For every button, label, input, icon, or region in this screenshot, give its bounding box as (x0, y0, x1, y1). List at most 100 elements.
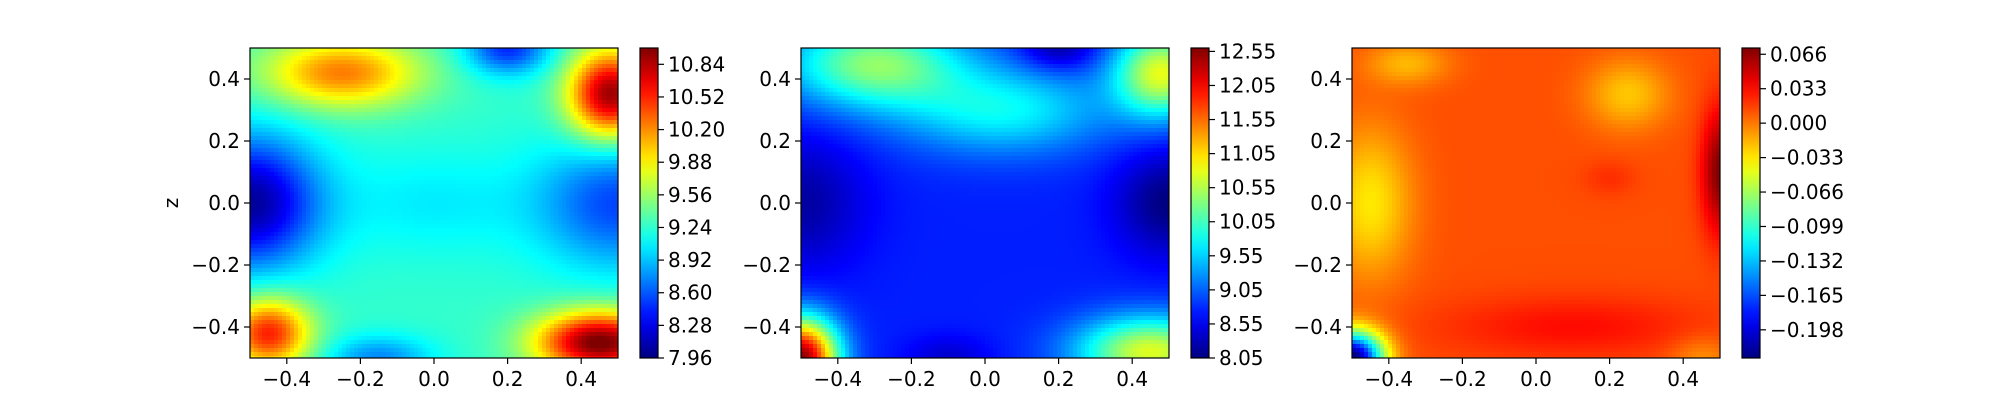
heatmap-cell (378, 64, 383, 69)
heatmap-cell (482, 156, 487, 161)
heatmap-cell (542, 232, 547, 237)
heatmap-cell (438, 172, 443, 177)
heatmap-cell (366, 64, 371, 69)
heatmap-cell (354, 184, 359, 189)
heatmap-cell (266, 240, 271, 245)
heatmap-cell (506, 52, 511, 57)
heatmap-cell (282, 112, 287, 117)
heatmap-cell (486, 124, 491, 129)
heatmap-cell (290, 84, 295, 89)
heatmap-cell (334, 84, 339, 89)
heatmap-cell (442, 80, 447, 85)
heatmap-cell (490, 72, 495, 77)
heatmap-cell (294, 108, 299, 113)
heatmap-cell (358, 116, 363, 121)
heatmap-cell (390, 52, 395, 57)
heatmap-cell (318, 172, 323, 177)
heatmap-cell (426, 212, 431, 217)
heatmap-cell (518, 184, 523, 189)
heatmap-cell (402, 248, 407, 253)
heatmap-cell (378, 152, 383, 157)
heatmap-cell (470, 224, 475, 229)
heatmap-cell (570, 176, 575, 181)
heatmap-cell (322, 72, 327, 77)
heatmap-cell (450, 168, 455, 173)
heatmap-cell (418, 220, 423, 225)
heatmap-cell (610, 80, 615, 85)
heatmap-cell (338, 52, 343, 57)
heatmap-cell (358, 104, 363, 109)
heatmap-cell (558, 224, 563, 229)
heatmap-cell (590, 200, 595, 205)
heatmap-cell (426, 168, 431, 173)
heatmap-cell (566, 92, 571, 97)
heatmap-cell (414, 52, 419, 57)
heatmap-cell (566, 192, 571, 197)
heatmap-cell (598, 76, 603, 81)
heatmap-cell (478, 108, 483, 113)
heatmap-cell (386, 188, 391, 193)
heatmap-cell (302, 208, 307, 213)
heatmap-cell (434, 184, 439, 189)
heatmap-cell (582, 212, 587, 217)
heatmap-cell (374, 252, 379, 257)
heatmap-cell (426, 180, 431, 185)
heatmap-cell (446, 196, 451, 201)
heatmap-cell (410, 96, 415, 101)
heatmap-cell (394, 224, 399, 229)
heatmap-cell (506, 220, 511, 225)
heatmap-cell (402, 52, 407, 57)
heatmap-cell (306, 168, 311, 173)
heatmap-cell (382, 152, 387, 157)
heatmap-cell (386, 232, 391, 237)
heatmap-cell (342, 160, 347, 165)
heatmap-cell (574, 92, 579, 97)
heatmap-cell (326, 80, 331, 85)
heatmap-cell (382, 232, 387, 237)
heatmap-cell (470, 68, 475, 73)
heatmap-cell (594, 60, 599, 65)
heatmap-cell (542, 220, 547, 225)
heatmap-cell (310, 72, 315, 77)
heatmap-cell (578, 96, 583, 101)
heatmap-cell (362, 80, 367, 85)
heatmap-cell (318, 180, 323, 185)
heatmap-cell (534, 68, 539, 73)
heatmap-cell (438, 240, 443, 245)
heatmap-cell (410, 144, 415, 149)
heatmap-cell (258, 204, 263, 209)
heatmap-cell (478, 260, 483, 265)
heatmap-cell (578, 64, 583, 69)
heatmap-cell (374, 152, 379, 157)
heatmap-cell (386, 220, 391, 225)
heatmap-cell (394, 56, 399, 61)
heatmap-cell (478, 208, 483, 213)
heatmap-cell (546, 80, 551, 85)
heatmap-cell (606, 144, 611, 149)
heatmap-cell (514, 192, 519, 197)
heatmap-cell (258, 220, 263, 225)
heatmap-cell (542, 168, 547, 173)
heatmap-cell (458, 176, 463, 181)
heatmap-cell (370, 208, 375, 213)
heatmap-cell (454, 152, 459, 157)
heatmap-cell (346, 180, 351, 185)
heatmap-cell (290, 124, 295, 129)
heatmap-cell (482, 56, 487, 61)
heatmap-cell (402, 160, 407, 165)
heatmap-cell (470, 200, 475, 205)
heatmap-cell (522, 244, 527, 249)
heatmap-cell (438, 196, 443, 201)
heatmap-cell (398, 104, 403, 109)
heatmap-cell (538, 120, 543, 125)
heatmap-cell (522, 96, 527, 101)
heatmap-cell (374, 224, 379, 229)
heatmap-cell (334, 64, 339, 69)
heatmap-cell (526, 176, 531, 181)
heatmap-cell (410, 72, 415, 77)
heatmap-cell (318, 96, 323, 101)
heatmap-cell (406, 232, 411, 237)
heatmap-cell (370, 256, 375, 261)
heatmap-cell (406, 76, 411, 81)
heatmap-cell (306, 204, 311, 209)
